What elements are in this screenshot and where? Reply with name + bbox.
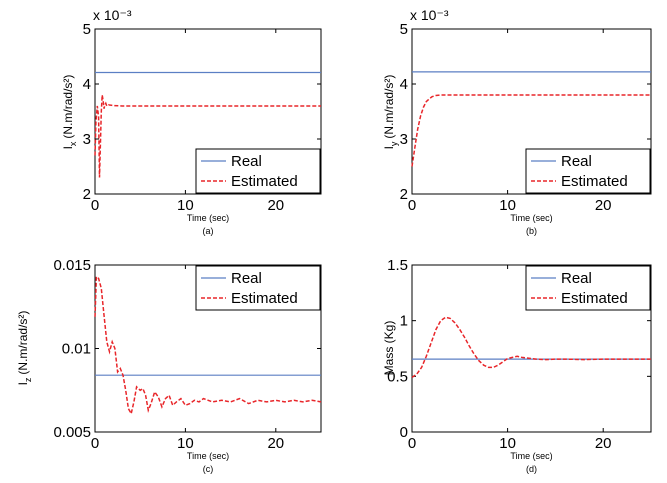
- legend-label: Real: [561, 153, 592, 170]
- y-tick-label: 2: [400, 186, 408, 203]
- legend-box: [195, 148, 321, 194]
- series-line-estimated: [94, 94, 321, 178]
- panel-label: (b): [526, 226, 537, 236]
- panel-b: 0 10 20 2 3 4 5x 10⁻³ Time (sec) (b) Iy (N.m/rad/s…: [382, 7, 652, 236]
- y-axis-label-main: I: [16, 382, 30, 385]
- y-axis-label-units: (N.m/rad/s²): [382, 75, 396, 139]
- x-axis-label: Time (sec): [187, 451, 229, 461]
- x-axis-label: Time (sec): [510, 213, 552, 223]
- legend: Real Estimated: [525, 265, 651, 311]
- x-tick-label: 0: [91, 435, 99, 452]
- y-axis-label: Iz (N.m/rad/s²): [16, 311, 33, 386]
- legend: Real Estimated: [195, 148, 321, 194]
- y-axis-label-units: (N.m/rad/s²): [61, 75, 75, 139]
- x-tick-label: 20: [267, 435, 284, 452]
- y-multiplier: x 10⁻³: [410, 7, 449, 23]
- panel-label: (a): [203, 226, 214, 236]
- y-axis-label-main: I: [382, 146, 396, 149]
- y-tick-label: 4: [400, 76, 408, 93]
- series-line-estimated: [411, 316, 651, 379]
- legend-label: Estimated: [231, 173, 298, 190]
- y-tick-label: 3: [400, 131, 408, 148]
- legend: Real Estimated: [525, 148, 651, 194]
- legend-label: Estimated: [561, 173, 628, 190]
- y-tick-label: 0: [400, 424, 408, 441]
- y-axis-label-units: (N.m/rad/s²): [16, 311, 30, 375]
- x-tick-label: 20: [267, 197, 284, 214]
- legend-label: Estimated: [231, 290, 298, 307]
- y-axis-label: Ix (N.m/rad/s²): [61, 75, 78, 150]
- y-tick-label: 0.005: [53, 424, 91, 441]
- legend-box: [195, 265, 321, 311]
- x-tick-label: 10: [499, 435, 516, 452]
- legend-label: Real: [231, 270, 262, 287]
- legend-label: Real: [231, 153, 262, 170]
- y-tick-label: 1.5: [387, 257, 408, 274]
- x-tick-label: 10: [177, 435, 194, 452]
- series-line-estimated: [411, 94, 651, 167]
- y-axis-label-sub: z: [23, 377, 33, 382]
- panel-label: (d): [526, 464, 537, 474]
- x-axis-label: Time (sec): [510, 451, 552, 461]
- legend: Real Estimated: [195, 265, 321, 311]
- legend-label: Estimated: [561, 290, 628, 307]
- y-tick-label: 3: [83, 131, 91, 148]
- y-tick-label: 0.01: [62, 341, 91, 358]
- x-tick-label: 20: [595, 197, 612, 214]
- y-tick-label: 2: [83, 186, 91, 203]
- panel-label: (c): [203, 464, 214, 474]
- y-axis-label-sub: x: [68, 141, 78, 146]
- y-axis-label-main: I: [61, 146, 75, 149]
- panel-d: 0 10 20 0 0.5 1 1.5 Time (sec) (d) Mass (Kg) Real E…: [382, 257, 652, 474]
- series-line-estimated: [94, 275, 322, 416]
- y-tick-label: 5: [400, 21, 408, 38]
- x-tick-label: 10: [177, 197, 194, 214]
- y-axis-label-sub: y: [389, 141, 399, 146]
- x-tick-label: 20: [595, 435, 612, 452]
- panel-c: 0 10 20 0.005 0.01 0.015 Time (sec) (c) Iz (N.m/r…: [16, 257, 322, 474]
- y-tick-label: 0.015: [53, 257, 91, 274]
- x-axis-label: Time (sec): [187, 213, 229, 223]
- y-axis-label: Mass (Kg): [382, 321, 396, 376]
- legend-box: [525, 265, 651, 311]
- legend-box: [525, 148, 651, 194]
- y-tick-label: 0.5: [387, 368, 408, 385]
- y-tick-label: 4: [83, 76, 91, 93]
- legend-label: Real: [561, 270, 592, 287]
- x-tick-label: 0: [408, 435, 416, 452]
- x-tick-label: 10: [499, 197, 516, 214]
- panel-a: 0 10 20 2 3 4 5x 10⁻³ Time (sec) (a) Ix (N.m/rad/s…: [61, 7, 322, 236]
- y-axis-label-main: Mass (Kg): [382, 321, 396, 376]
- x-tick-label: 0: [91, 197, 99, 214]
- y-tick-label: 5: [83, 21, 91, 38]
- y-axis-label: Iy (N.m/rad/s²): [382, 75, 399, 150]
- y-tick-label: 1: [400, 313, 408, 330]
- y-multiplier: x 10⁻³: [93, 7, 132, 23]
- x-tick-label: 0: [408, 197, 416, 214]
